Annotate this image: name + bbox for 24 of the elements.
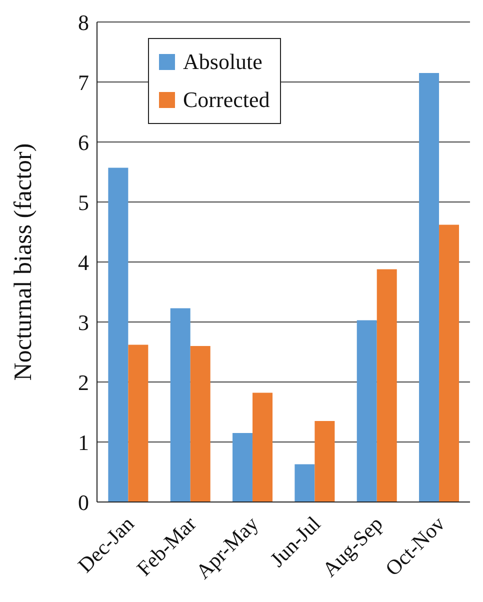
- bar: [232, 433, 253, 502]
- y-axis-title: Nocturnal biass (factor): [10, 143, 37, 381]
- bar: [314, 421, 335, 502]
- y-tick-label: 6: [78, 130, 89, 155]
- y-tick-label: 8: [78, 10, 89, 35]
- bar: [252, 392, 273, 502]
- bar: [108, 168, 128, 502]
- y-tick-label: 4: [78, 250, 89, 275]
- y-tick-label: 5: [78, 190, 89, 215]
- bar: [419, 73, 440, 502]
- y-tick-label: 2: [78, 370, 89, 395]
- bar: [439, 224, 460, 502]
- y-tick-label: 0: [78, 490, 89, 515]
- y-tick-label: 3: [78, 310, 89, 335]
- bar: [356, 320, 377, 502]
- bar: [190, 346, 210, 502]
- legend-label: Absolute: [183, 48, 262, 76]
- legend-label: Corrected: [183, 86, 270, 114]
- y-tick-label: 1: [78, 430, 89, 455]
- bar: [170, 308, 190, 502]
- bar: [294, 464, 315, 502]
- bar: [128, 344, 148, 502]
- y-tick-label: 7: [78, 70, 89, 95]
- bar: [376, 269, 397, 502]
